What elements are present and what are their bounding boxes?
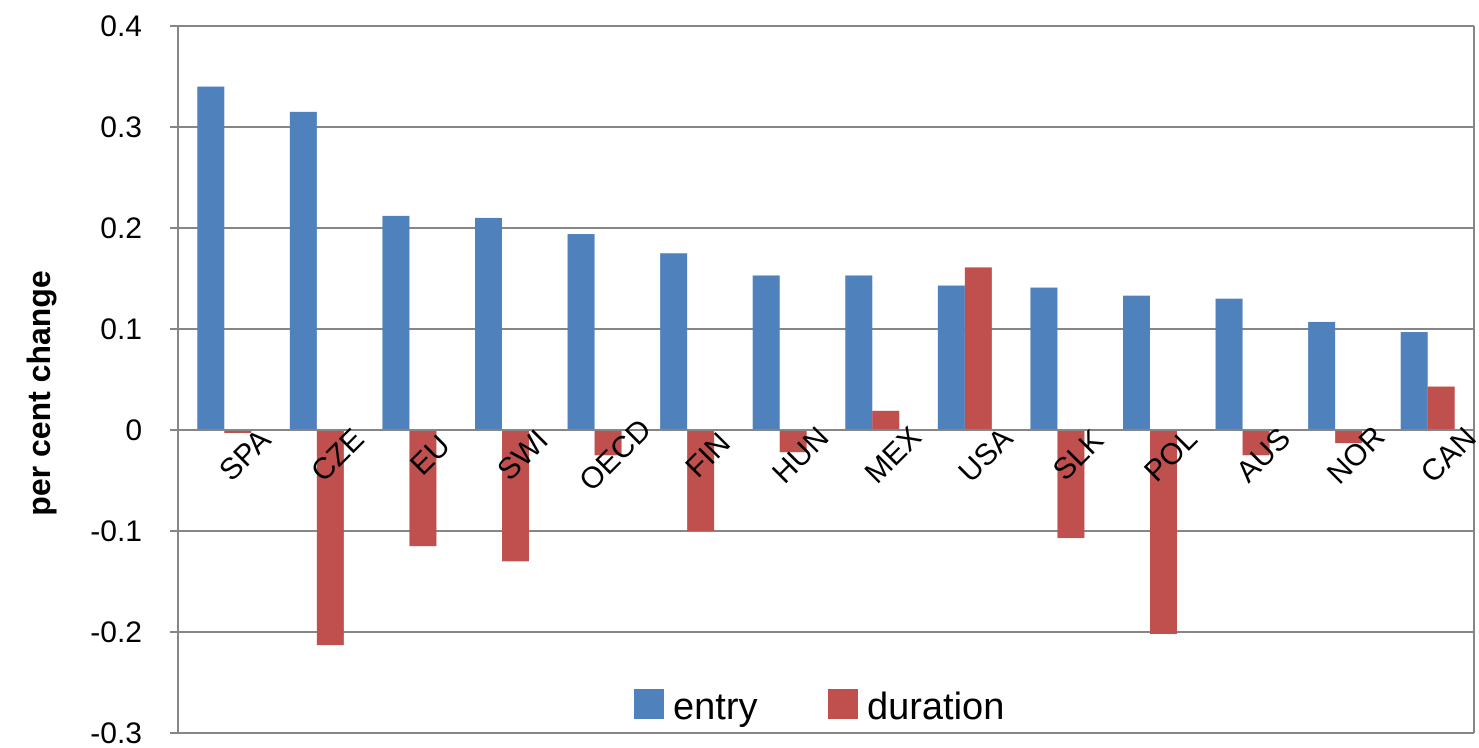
y-tick-label: 0.2 xyxy=(100,212,142,245)
x-category-label: CZE xyxy=(305,422,371,488)
bar-duration-swi xyxy=(502,430,529,562)
bar-entry-eu xyxy=(382,215,410,430)
bar-duration-aus xyxy=(1242,430,1270,456)
y-tick-label: -0.2 xyxy=(90,616,142,649)
y-tick-label: 0.4 xyxy=(100,10,142,43)
axes: 0.4 0.3 0.2 0.1 0 -0.1 -0.2 -0.3 xyxy=(90,10,1475,748)
bar-entry-spa xyxy=(197,86,225,430)
bar-duration-slk xyxy=(1057,430,1085,539)
gridlines xyxy=(178,25,1474,734)
x-category-label: USA xyxy=(952,422,1019,489)
legend-label-entry: entry xyxy=(673,686,757,728)
x-category-label: CAN xyxy=(1415,421,1479,489)
bar-entry-slk xyxy=(1030,287,1058,430)
legend-swatch-duration xyxy=(828,689,858,719)
bar-duration-spa xyxy=(224,430,252,434)
y-tick-label: 0 xyxy=(125,414,142,447)
bar-entry-aus xyxy=(1215,298,1243,430)
x-category-label: SWI xyxy=(491,424,554,487)
bar-duration-oecd xyxy=(594,430,622,456)
bar-entry-hun xyxy=(752,275,780,430)
x-category-label: AUS xyxy=(1230,422,1297,489)
y-tick-label: -0.3 xyxy=(90,717,142,748)
bar-entry-fin xyxy=(660,253,688,430)
x-category-label: SPA xyxy=(213,423,277,487)
bar-entry-swi xyxy=(475,217,502,430)
legend-label-duration: duration xyxy=(867,686,1004,728)
bar-entry-pol xyxy=(1123,295,1150,430)
bar-entry-can xyxy=(1400,332,1428,430)
bar-duration-can xyxy=(1427,386,1455,430)
bar-duration-eu xyxy=(409,430,437,547)
bar-entry-nor xyxy=(1308,321,1336,430)
bars xyxy=(197,86,1455,646)
legend-swatch-entry xyxy=(634,689,664,719)
x-category-label: SLK xyxy=(1047,424,1110,487)
bar-duration-pol xyxy=(1150,430,1177,635)
bar-entry-cze xyxy=(289,111,317,430)
bar-duration-fin xyxy=(687,430,715,531)
y-tick-label: 0.1 xyxy=(100,313,142,346)
x-category-label: MEX xyxy=(859,421,928,490)
y-tick-label: 0.3 xyxy=(100,111,142,144)
bar-entry-mex xyxy=(845,275,873,430)
bar-duration-nor xyxy=(1335,430,1363,444)
y-axis-title: per cent change xyxy=(21,270,57,515)
x-category-label: POL xyxy=(1138,422,1204,488)
legend: entry duration xyxy=(634,686,1004,728)
bar-duration-usa xyxy=(964,267,992,430)
bar-duration-mex xyxy=(872,410,900,430)
bar-entry-oecd xyxy=(567,234,595,430)
bar-duration-cze xyxy=(316,430,344,646)
x-category-label: HUN xyxy=(766,421,835,490)
y-tick-label: -0.1 xyxy=(90,515,142,548)
bar-entry-usa xyxy=(937,285,965,430)
bar-duration-hun xyxy=(779,430,807,453)
